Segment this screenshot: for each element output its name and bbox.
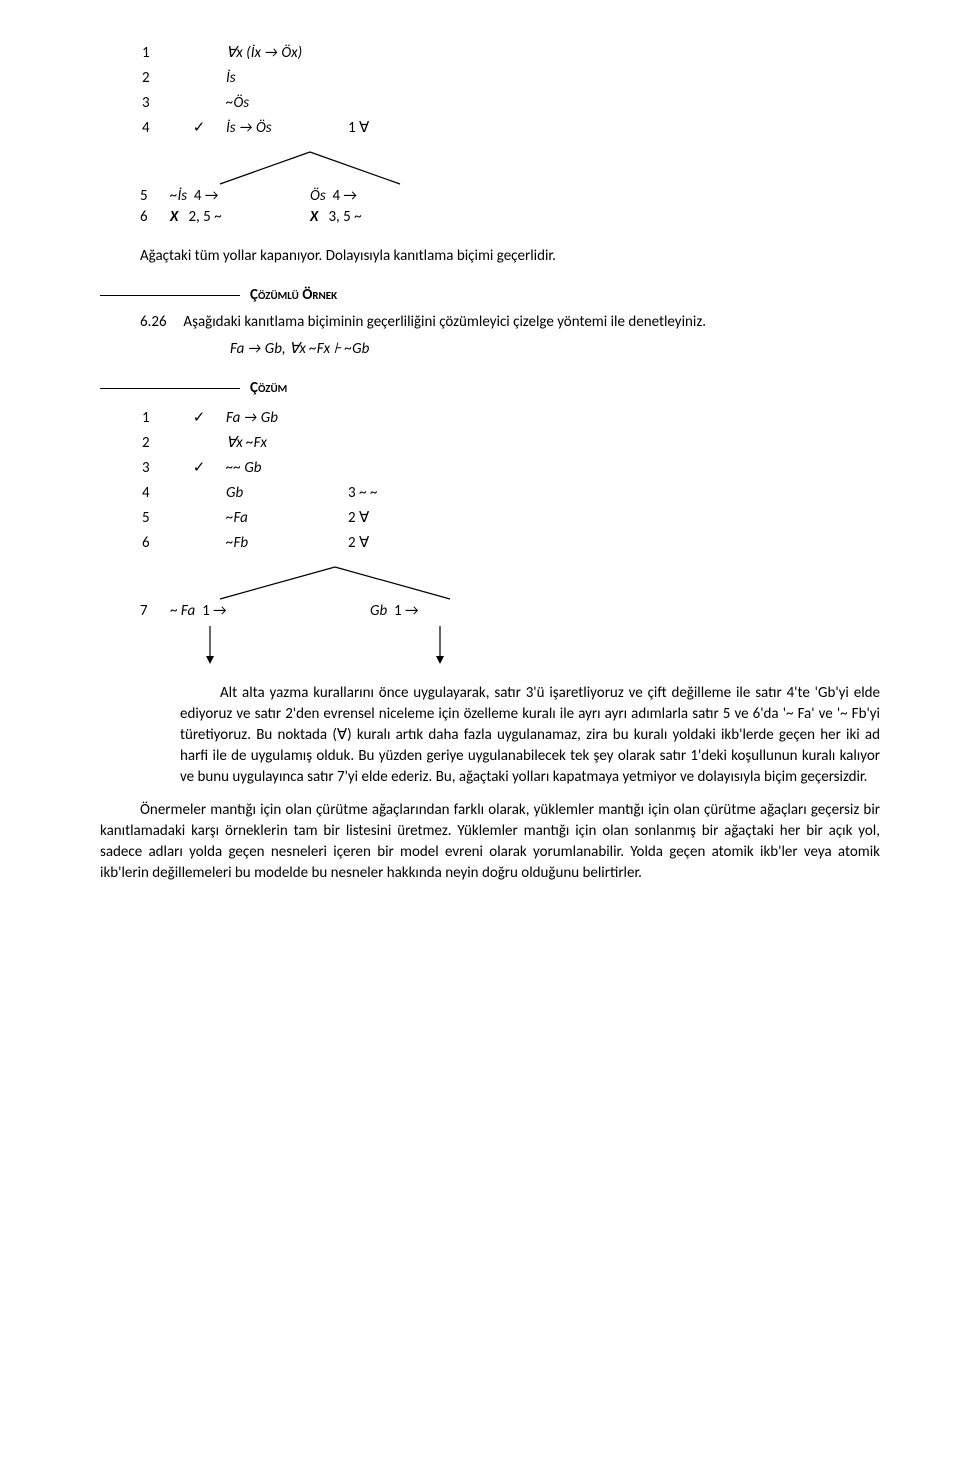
example-text: Aşağıdaki kanıtlama biçiminin geçerliliğ… [183,313,706,331]
conclusion-1: Ağaçtaki tüm yollar kapanıyor. Dolayısıy… [140,246,880,267]
example-formula: Fa → Gb, ∀x ~Fx ⊦ ~Gb [230,339,880,360]
row-num: 6 [140,207,170,228]
proof-tree-2: 1✓Fa → Gb2∀x ~Fx3✓~~ Gb4Gb3 ~ ~5~Fa2 ∀6~… [140,405,420,557]
proof-tree-2-split: 7 ~ Fa 1 → Gb 1 → [100,601,880,622]
proof-row: 1∀x (İx → Öx) [142,42,418,65]
example-statement: 6.26 Aşağıdaki kanıtlama biçiminin geçer… [140,312,880,333]
branch-split-2 [160,565,520,601]
proof-row: 1✓Fa → Gb [142,407,418,430]
proof-row: 4✓İs → Ös1 ∀ [142,117,418,140]
example-number: 6.26 [140,312,180,333]
proof-row: 6~Fb2 ∀ [142,532,418,555]
solution-header-label: Çözüm [250,378,287,399]
row-num: 5 [140,186,170,207]
explanation-paragraph: Alt alta yazma kurallarını önce uygulaya… [180,683,880,788]
proof-tree-1-split: 5 ~İs 4 → Ös 4 → 6 X 2, 5 ~ X 3, 5 ~ [100,186,880,228]
proof-row: 2İs [142,67,418,90]
solution-header: Çözüm [100,378,880,399]
open-branch-arrows [140,622,580,668]
proof-row: 4Gb3 ~ ~ [142,482,418,505]
proof-row: 2∀x ~Fx [142,432,418,455]
proof-row: 3~Ös [142,92,418,115]
branch-split-1 [160,150,460,186]
proof-tree-1: 1∀x (İx → Öx)2İs3~Ös4✓İs → Ös1 ∀ [140,40,420,142]
example-header: Çözümlü Örnek [100,285,880,306]
final-paragraph: Önermeler mantığı için olan çürütme ağaç… [100,800,880,884]
proof-row: 5~Fa2 ∀ [142,507,418,530]
row-num: 7 [140,601,170,622]
proof-row: 3✓~~ Gb [142,457,418,480]
example-header-label: Çözümlü Örnek [250,285,337,306]
